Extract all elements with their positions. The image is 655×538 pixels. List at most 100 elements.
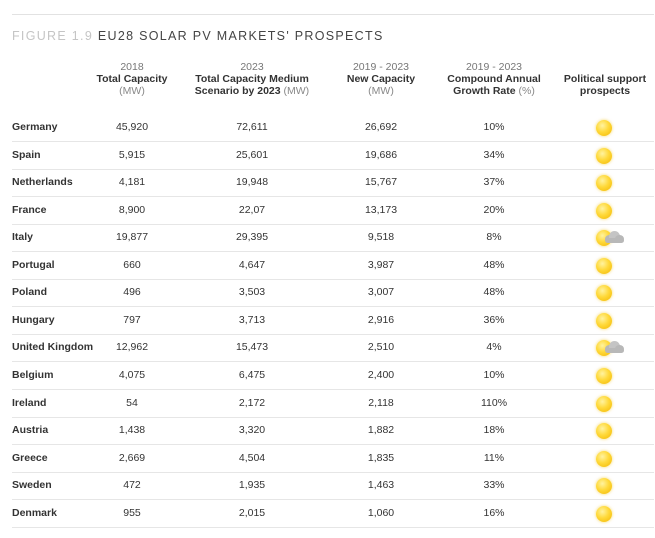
sun-cloud-icon (596, 339, 628, 357)
table-row: Spain 5,915 25,601 19,686 34% (12, 142, 654, 170)
table-row: Belgium 4,075 6,475 2,400 10% (12, 362, 654, 390)
sun-icon (596, 284, 628, 302)
total-capacity-2018: 8,900 (118, 203, 146, 216)
table-row: Greece 2,669 4,504 1,835 11% (12, 445, 654, 473)
cagr-value: 18% (483, 424, 505, 437)
sun-icon (596, 175, 612, 192)
new-capacity: 3,007 (367, 286, 395, 299)
total-capacity-2023: 15,473 (235, 341, 269, 354)
table-row: Poland 496 3,503 3,007 48% (12, 279, 654, 308)
total-capacity-2018: 496 (123, 286, 141, 299)
sun-icon (596, 505, 628, 523)
header-total-2018: 2018 Total Capacity (MW) (84, 61, 180, 97)
new-capacity: 26,692 (364, 121, 398, 133)
cloud-icon (603, 231, 625, 244)
cagr-value: 16% (483, 506, 505, 519)
new-capacity: 9,518 (367, 231, 395, 244)
total-capacity-2023: 4,647 (238, 258, 266, 271)
country-name: Italy (12, 231, 34, 244)
cagr-value: 48% (483, 286, 505, 299)
sun-icon (596, 477, 628, 495)
total-capacity-2018: 54 (126, 396, 138, 409)
country-name: Ireland (12, 396, 47, 409)
sun-icon (596, 395, 628, 413)
header-year: 2018 (120, 61, 144, 73)
sun-icon (596, 202, 628, 220)
sun-icon (596, 450, 612, 467)
total-capacity-2023: 19,948 (235, 176, 269, 189)
header-year: 2019 - 2023 (352, 61, 410, 73)
table-row: Netherlands 4,181 19,948 15,767 37% (12, 169, 654, 198)
cagr-value: 4% (486, 341, 502, 354)
total-capacity-2023: 6,475 (238, 368, 266, 381)
cagr-value: 36% (483, 313, 505, 326)
header-cagr: 2019 - 2023 Compound Annual Growth Rate … (432, 61, 556, 97)
total-capacity-2018: 12,962 (115, 341, 149, 354)
country-name: France (12, 203, 47, 216)
country-name: United Kingdom (12, 341, 94, 354)
table-row: Ireland 54 2,172 2,118 110% (12, 390, 654, 418)
total-capacity-2023: 3,320 (238, 424, 266, 437)
table-row: Germany 45,920 72,611 26,692 10% (12, 114, 654, 142)
table-row: Italy 19,877 29,395 9,518 8% (12, 224, 654, 253)
header-label: New Capacity (331, 73, 431, 85)
total-capacity-2023: 4,504 (238, 451, 266, 464)
total-capacity-2023: 22,07 (238, 203, 266, 216)
country-name: Austria (12, 424, 49, 437)
sun-icon (596, 422, 628, 440)
sun-icon (596, 147, 628, 165)
sun-cloud-icon (596, 229, 628, 247)
top-divider (12, 14, 654, 15)
table-row: Denmark 955 2,015 1,060 16% (12, 500, 654, 528)
table-row: Sweden 472 1,935 1,463 33% (12, 472, 654, 501)
header-new-capacity: 2019 - 2023 New Capacity (MW) (331, 61, 431, 97)
total-capacity-2018: 660 (123, 258, 141, 271)
country-name: Netherlands (12, 176, 73, 189)
new-capacity: 1,835 (367, 451, 395, 464)
header-label-text: Political support prospects (563, 73, 647, 97)
cagr-value: 37% (483, 176, 505, 189)
header-year: 2019 - 2023 (465, 61, 523, 73)
total-capacity-2018: 2,669 (118, 451, 146, 464)
header-label-text: Total Capacity (96, 73, 168, 85)
total-capacity-2018: 955 (123, 506, 141, 519)
sun-icon (596, 312, 628, 330)
total-capacity-2018: 472 (123, 479, 141, 492)
sun-icon (596, 174, 628, 192)
header-total-2023: 2023 Total Capacity Medium Scenario by 2… (188, 61, 316, 97)
country-name: Spain (12, 148, 41, 161)
new-capacity: 15,767 (364, 176, 398, 189)
sun-icon (596, 505, 612, 522)
new-capacity: 1,882 (367, 424, 395, 437)
sun-icon (596, 147, 612, 164)
new-capacity: 13,173 (364, 203, 398, 216)
country-name: Portugal (12, 258, 55, 271)
total-capacity-2023: 2,172 (238, 396, 266, 409)
country-name: Sweden (12, 479, 52, 492)
total-capacity-2018: 4,075 (118, 368, 146, 381)
total-capacity-2023: 2,015 (238, 506, 266, 519)
header-unit: (MW) (368, 85, 394, 97)
sun-icon (596, 257, 612, 274)
table-row: Portugal 660 4,647 3,987 48% (12, 252, 654, 280)
sun-icon (596, 395, 612, 412)
total-capacity-2023: 29,395 (235, 231, 269, 244)
table-row: France 8,900 22,07 13,173 20% (12, 197, 654, 225)
sun-icon (596, 367, 628, 385)
header-label: Total Capacity (84, 73, 180, 85)
header-label: Compound Annual Growth Rate (%) (432, 73, 556, 97)
table-row: United Kingdom 12,962 15,473 2,510 4% (12, 334, 654, 363)
header-unit: (MW) (119, 85, 145, 97)
sun-icon (596, 367, 612, 384)
figure-caption: EU28 SOLAR PV MARKETS' PROSPECTS (97, 29, 384, 43)
sun-icon (596, 312, 612, 329)
total-capacity-2023: 1,935 (238, 479, 266, 492)
header-unit: (%) (518, 85, 535, 97)
cagr-value: 34% (483, 148, 505, 161)
header-label: Total Capacity Medium Scenario by 2023 (… (188, 73, 316, 97)
cagr-value: 110% (480, 396, 508, 409)
cagr-value: 8% (486, 231, 502, 244)
total-capacity-2023: 3,713 (238, 313, 266, 326)
cagr-value: 10% (483, 121, 505, 133)
total-capacity-2018: 1,438 (118, 424, 146, 437)
